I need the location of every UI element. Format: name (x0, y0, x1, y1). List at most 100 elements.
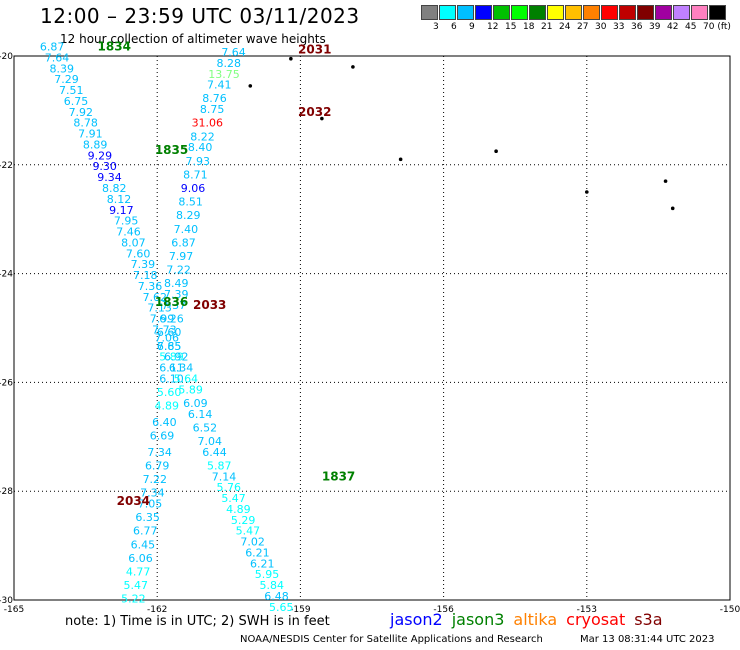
lon-tick-label: -159 (290, 605, 311, 615)
island-marker (494, 149, 498, 153)
track-b-value: 7.22 (166, 264, 191, 277)
legend-swatch-0 (421, 5, 438, 20)
lon-tick-label: -150 (720, 605, 740, 615)
lat-tick-label: -28 (0, 487, 13, 497)
track-a-value: 9.17 (109, 204, 134, 217)
island-marker (351, 65, 355, 69)
track-a-value: 7.46 (116, 226, 141, 239)
legend-label-15: 70 (ft) (703, 22, 731, 32)
track-b-value: 6.34 (169, 362, 194, 375)
track-b-value: 5.47 (221, 492, 246, 505)
pass-time-label: 1837 (322, 469, 355, 483)
track-b-value: 6.60 (157, 326, 182, 339)
legend-swatch-1 (439, 5, 456, 20)
track-b-value: 6.21 (250, 557, 275, 570)
track-a-value: 7.36 (138, 280, 163, 293)
legend-swatch-13 (655, 5, 672, 20)
legend-swatch-15 (691, 5, 708, 20)
legend-swatch-14 (673, 5, 690, 20)
track-a-value: 5.47 (123, 579, 148, 592)
track-a-value: 6.11 (159, 362, 184, 375)
track-b-value: 8.71 (183, 168, 208, 181)
track-a-value: 7.34 (140, 487, 165, 500)
satellite-s3a: s3a (634, 610, 663, 629)
color-scale-legend (421, 5, 727, 21)
track-a-value: 6.69 (150, 430, 175, 443)
track-b-value: 5.76 (217, 481, 242, 494)
track-b-value: 8.76 (202, 92, 227, 105)
track-b-value: 6.52 (193, 421, 218, 434)
page-title: 12:00 – 23:59 UTC 03/11/2023 (40, 4, 360, 28)
track-a-value: 8.39 (49, 62, 74, 75)
legend-swatch-9 (583, 5, 600, 20)
track-b-value: 8.51 (178, 196, 203, 209)
legend-label-8: 27 (577, 22, 589, 32)
track-b-value: 8.22 (190, 130, 215, 143)
track-a-value: 7.18 (133, 269, 158, 282)
track-a-value: 6.10 (159, 372, 184, 385)
track-b-value: 6.26 (159, 313, 184, 326)
track-a-value: 7.51 (59, 84, 84, 97)
track-a-value: 6.79 (145, 459, 170, 472)
island-marker (585, 190, 589, 194)
lon-tick-label: -165 (4, 605, 24, 615)
legend-label-1: 6 (451, 22, 457, 32)
track-b-value: 5.95 (255, 568, 280, 581)
footer-note: note: 1) Time is in UTC; 2) SWH is in fe… (65, 614, 330, 629)
legend-swatch-8 (565, 5, 582, 20)
satellite-legend: jason2 jason3 altika cryosat s3a (390, 610, 672, 629)
track-b-value: 9.06 (181, 182, 206, 195)
track-a-value: 8.07 (121, 236, 146, 249)
track-a-value: 7.22 (143, 473, 168, 486)
legend-label-9: 30 (595, 22, 607, 32)
map-frame (13, 55, 731, 601)
track-a-value: 7.92 (69, 106, 94, 119)
track-b-value: 7.93 (186, 155, 211, 168)
lon-tick-label: -153 (577, 605, 597, 615)
legend-label-0: 3 (433, 22, 439, 32)
track-a-value: 8.12 (107, 193, 132, 206)
legend-swatch-10 (601, 5, 618, 20)
track-a-value: 6.35 (135, 511, 160, 524)
track-a-value: 6.87 (40, 41, 65, 54)
track-a-value: 6.06 (128, 552, 153, 565)
track-a-value: 6.77 (133, 525, 158, 538)
legend-label-11: 36 (631, 22, 643, 32)
legend-label-12: 39 (649, 22, 661, 32)
lat-tick-label: -22 (0, 161, 13, 171)
legend-swatch-6 (529, 5, 546, 20)
track-b-value: 6.14 (188, 408, 213, 421)
legend-label-14: 45 (685, 22, 697, 32)
track-b-value: 7.37 (162, 299, 187, 312)
track-b-value: 5.65 (269, 601, 294, 614)
track-a-value: 9.34 (97, 171, 122, 184)
track-b-value: 8.29 (176, 209, 201, 222)
track-a-value: 6.45 (131, 538, 156, 551)
track-b-value: 4.89 (226, 503, 251, 516)
lat-tick-label: -26 (0, 378, 13, 388)
track-b-value: 6.92 (164, 351, 189, 364)
track-b-value: 6.09 (183, 397, 208, 410)
track-a-value: 4.89 (154, 400, 179, 413)
track-a-value: 9.29 (88, 149, 113, 162)
track-b-value: 8.40 (188, 141, 213, 154)
track-b-value: 7.39 (164, 288, 189, 301)
track-b-value: 13.75 (208, 68, 240, 81)
lat-tick-label: -20 (0, 52, 13, 62)
track-b-value: 5.47 (236, 525, 261, 538)
satellite-jason3: jason3 (451, 610, 505, 629)
legend-label-4: 15 (505, 22, 517, 32)
legend-swatch-12 (637, 5, 654, 20)
island-marker (289, 56, 293, 61)
legend-label-10: 33 (613, 22, 625, 32)
satellite-cryosat: cryosat (566, 610, 626, 629)
legend-swatch-11 (619, 5, 636, 20)
track-b-value: 7.64 (221, 46, 246, 59)
track-b-value: 5.29 (231, 514, 256, 527)
track-a-value: 5.22 (121, 593, 146, 606)
pass-time-label: 2034 (117, 494, 150, 508)
pass-time-label: 2033 (193, 298, 226, 312)
track-b-value: 7.04 (197, 435, 222, 448)
track-b-value: 8.28 (217, 57, 242, 70)
